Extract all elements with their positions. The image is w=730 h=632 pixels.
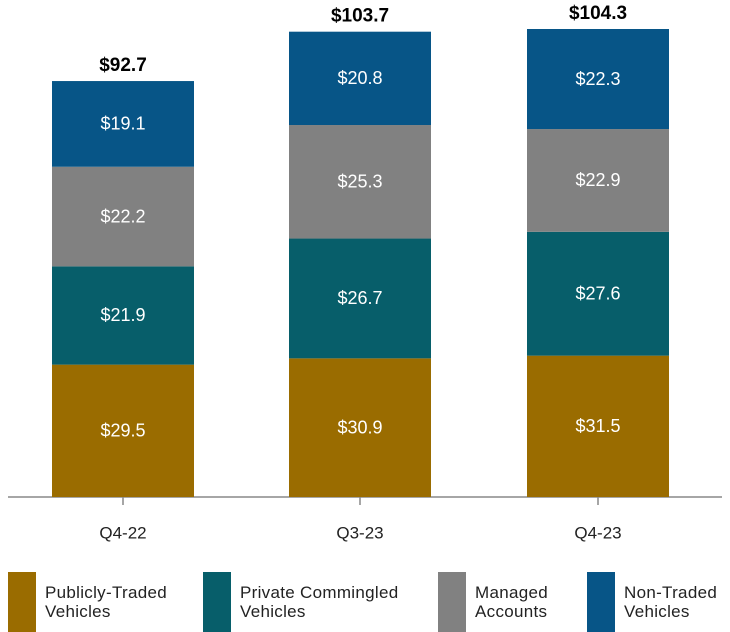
bar-segment (52, 81, 194, 167)
data-label: $25.3 (337, 172, 382, 192)
bar-segment (527, 29, 669, 130)
legend-swatch (203, 572, 231, 632)
data-label: $20.8 (337, 68, 382, 88)
total-label: $92.7 (99, 55, 147, 76)
legend-swatch (438, 572, 466, 632)
data-label: $21.9 (100, 305, 145, 325)
bar-segment (52, 266, 194, 365)
bar-segment (289, 358, 431, 497)
bar-segment (527, 231, 669, 356)
x-tick-label: Q4-22 (99, 523, 146, 542)
x-tick-label: Q3-23 (336, 523, 383, 542)
plot-area: $29.5 $21.9 $22.2 $19.1 $92.7 Q4-22 $30.9 $26.7… (8, 3, 722, 542)
legend-swatch (587, 572, 615, 632)
legend-swatch (8, 572, 36, 632)
legend-item: Managed Accounts (438, 572, 585, 632)
data-label: $22.9 (575, 170, 620, 190)
legend-item: Private Commingled Vehicles (203, 572, 450, 632)
bar-segment (527, 355, 669, 497)
legend-label: Managed Accounts (475, 583, 548, 621)
data-label: $22.2 (100, 206, 145, 226)
total-label: $103.7 (331, 6, 389, 27)
total-label: $104.3 (569, 3, 627, 24)
data-label: $30.9 (337, 417, 382, 437)
legend-label: Private Commingled Vehicles (240, 583, 399, 621)
legend-item: Publicly-Traded Vehicles (8, 572, 205, 632)
data-label: $22.3 (575, 69, 620, 89)
data-label: $27.6 (575, 283, 620, 303)
bar-segment (52, 166, 194, 267)
bar-segment (52, 364, 194, 497)
bar-segment (527, 129, 669, 232)
x-tick-label: Q4-23 (574, 523, 621, 542)
bar-segment (289, 238, 431, 359)
bar-segment (289, 31, 431, 126)
data-label: $31.5 (575, 416, 620, 436)
legend-label: Non-Traded Vehicles (624, 583, 718, 621)
data-label: $29.5 (100, 421, 145, 441)
legend-label: Publicly-Traded Vehicles (45, 583, 167, 621)
legend-item: Non-Traded Vehicles (587, 572, 730, 632)
bar-segment (289, 125, 431, 239)
data-label: $19.1 (100, 114, 145, 134)
data-label: $26.7 (337, 288, 382, 308)
